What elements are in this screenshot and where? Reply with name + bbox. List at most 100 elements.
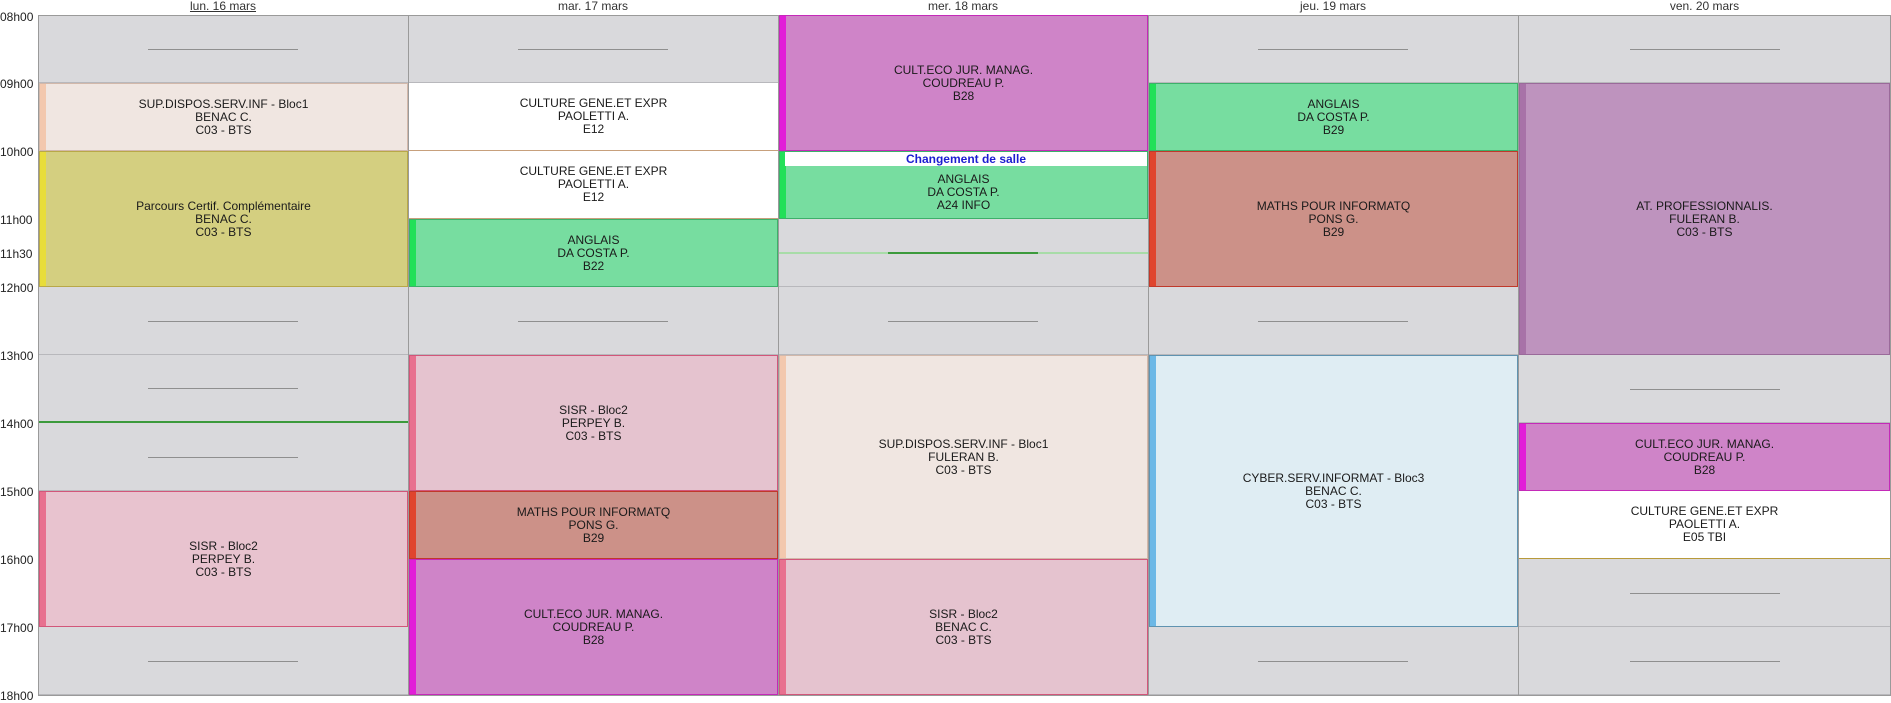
course-block[interactable]: SISR - Bloc2 BENAC C. C03 - BTS <box>779 559 1148 695</box>
day-header-mon[interactable]: lun. 16 mars <box>189 0 257 13</box>
empty-slot[interactable] <box>38 355 408 423</box>
column-divider <box>408 15 409 695</box>
time-label: 15h00 <box>0 485 34 499</box>
course-block[interactable]: SUP.DISPOS.SERV.INF - Bloc1 BENAC C. C03… <box>39 83 408 151</box>
column-divider <box>778 15 779 695</box>
course-block[interactable]: SISR - Bloc2 PERPEY B. C03 - BTS <box>409 355 778 491</box>
column-divider <box>1148 15 1149 695</box>
day-header-fri[interactable]: ven. 20 mars <box>1669 0 1740 13</box>
course-room: C03 - BTS <box>565 428 622 443</box>
course-teacher: COUDREAU P. <box>1663 449 1746 464</box>
empty-slot[interactable] <box>408 287 778 355</box>
course-block[interactable]: AT. PROFESSIONNALIS. FULERAN B. C03 - BT… <box>1519 83 1890 355</box>
course-block[interactable]: CULTURE GENE.ET EXPR PAOLETTI A. E12 <box>409 151 778 219</box>
course-room: B28 <box>952 88 975 103</box>
course-block[interactable]: SUP.DISPOS.SERV.INF - Bloc1 FULERAN B. C… <box>779 355 1148 559</box>
empty-slot[interactable] <box>1518 355 1891 423</box>
time-label: 14h00 <box>0 417 34 431</box>
course-room: A24 INFO <box>936 197 991 212</box>
empty-slot[interactable] <box>778 287 1148 355</box>
course-room: B28 <box>582 632 605 647</box>
course-title: SUP.DISPOS.SERV.INF - Bloc1 <box>878 436 1049 451</box>
time-label: 11h00 <box>0 213 33 227</box>
course-teacher: PAOLETTI A. <box>1668 517 1741 531</box>
course-title: ANGLAIS <box>937 171 990 186</box>
empty-slot[interactable] <box>408 15 778 83</box>
course-teacher: PONS G. <box>568 517 619 532</box>
course-room: C03 - BTS <box>195 122 252 137</box>
course-block[interactable]: CULTURE GENE.ET EXPR PAOLETTI A. E12 <box>409 83 778 151</box>
course-title: CYBER.SERV.INFORMAT - Bloc3 <box>1242 470 1425 485</box>
course-teacher: PONS G. <box>1308 211 1359 226</box>
empty-slot[interactable] <box>1148 287 1518 355</box>
course-title: Parcours Certif. Complémentaire <box>136 198 311 213</box>
empty-slot[interactable] <box>1518 627 1891 695</box>
course-teacher: DA COSTA P. <box>1297 109 1370 124</box>
course-title: SISR - Bloc2 <box>189 538 258 553</box>
course-teacher: BENAC C. <box>195 211 252 226</box>
course-room: C03 - BTS <box>195 224 252 239</box>
time-label: 18h00 <box>0 689 34 703</box>
time-label: 10h00 <box>0 145 34 159</box>
time-label: 12h00 <box>0 281 34 295</box>
empty-slot[interactable] <box>1518 559 1891 627</box>
course-title: SISR - Bloc2 <box>559 402 628 417</box>
time-label: 13h00 <box>0 349 34 363</box>
course-block[interactable]: CULT.ECO JUR. MANAG. COUDREAU P. B28 <box>1519 423 1890 491</box>
day-header-tue[interactable]: mar. 17 mars <box>557 0 629 13</box>
course-room: B29 <box>1322 122 1345 137</box>
course-block[interactable]: CULT.ECO JUR. MANAG. COUDREAU P. B28 <box>409 559 778 695</box>
empty-slot[interactable] <box>1518 15 1891 83</box>
course-title: CULT.ECO JUR. MANAG. <box>893 62 1034 77</box>
course-title: CULTURE GENE.ET EXPR <box>519 96 668 110</box>
day-header-wed[interactable]: mer. 18 mars <box>927 0 999 13</box>
day-header-thu[interactable]: jeu. 19 mars <box>1299 0 1367 13</box>
course-teacher: DA COSTA P. <box>557 245 630 260</box>
course-title: SUP.DISPOS.SERV.INF - Bloc1 <box>138 96 309 111</box>
course-teacher: DA COSTA P. <box>927 184 1000 199</box>
empty-slot[interactable] <box>38 287 408 355</box>
column-divider <box>1518 15 1519 695</box>
course-title: MATHS POUR INFORMATQ <box>516 504 671 519</box>
time-label: 09h00 <box>0 77 34 91</box>
course-room: B28 <box>1693 462 1716 477</box>
course-room: E12 <box>582 190 605 204</box>
empty-slot[interactable] <box>1148 627 1518 695</box>
course-block[interactable]: SISR - Bloc2 PERPEY B. C03 - BTS <box>39 491 408 627</box>
course-title: SISR - Bloc2 <box>929 606 998 621</box>
empty-slot[interactable] <box>1148 15 1518 83</box>
course-teacher: FULERAN B. <box>1669 211 1740 226</box>
course-room: C03 - BTS <box>195 564 252 579</box>
room-change-notice: Changement de salle <box>785 152 1147 166</box>
course-room: C03 - BTS <box>1676 224 1733 239</box>
course-block[interactable]: ANGLAIS DA COSTA P. B29 <box>1149 83 1518 151</box>
empty-slot[interactable] <box>38 627 408 695</box>
course-room: C03 - BTS <box>935 632 992 647</box>
course-teacher: BENAC C. <box>195 109 252 124</box>
empty-slot[interactable] <box>38 423 408 491</box>
course-teacher: COUDREAU P. <box>922 75 1005 90</box>
course-title: MATHS POUR INFORMATQ <box>1256 198 1411 213</box>
time-label: 16h00 <box>0 553 34 567</box>
course-title: CULTURE GENE.ET EXPR <box>1630 504 1779 518</box>
course-room: E12 <box>582 122 605 136</box>
course-block[interactable]: CULTURE GENE.ET EXPR PAOLETTI A. E05 TBI <box>1519 491 1890 559</box>
column-divider <box>38 15 39 695</box>
empty-slot[interactable] <box>38 15 408 83</box>
course-room: E05 TBI <box>1682 530 1727 544</box>
course-block[interactable]: CYBER.SERV.INFORMAT - Bloc3 BENAC C. C03… <box>1149 355 1518 627</box>
course-teacher: PERPEY B. <box>191 551 256 566</box>
course-title: ANGLAIS <box>1307 96 1360 111</box>
course-teacher: FULERAN B. <box>928 449 999 464</box>
course-teacher: COUDREAU P. <box>552 619 635 634</box>
course-block[interactable]: ANGLAIS DA COSTA P. B22 <box>409 219 778 287</box>
course-block[interactable]: CULT.ECO JUR. MANAG. COUDREAU P. B28 <box>779 15 1148 151</box>
course-room: B22 <box>582 258 605 273</box>
course-title: AT. PROFESSIONNALIS. <box>1636 198 1773 213</box>
course-title: CULT.ECO JUR. MANAG. <box>1634 436 1775 451</box>
course-block[interactable]: MATHS POUR INFORMATQ PONS G. B29 <box>409 491 778 559</box>
course-teacher: PAOLETTI A. <box>557 109 630 123</box>
course-block[interactable]: Parcours Certif. Complémentaire BENAC C.… <box>39 151 408 287</box>
course-room: C03 - BTS <box>935 462 992 477</box>
course-block[interactable]: MATHS POUR INFORMATQ PONS G. B29 <box>1149 151 1518 287</box>
